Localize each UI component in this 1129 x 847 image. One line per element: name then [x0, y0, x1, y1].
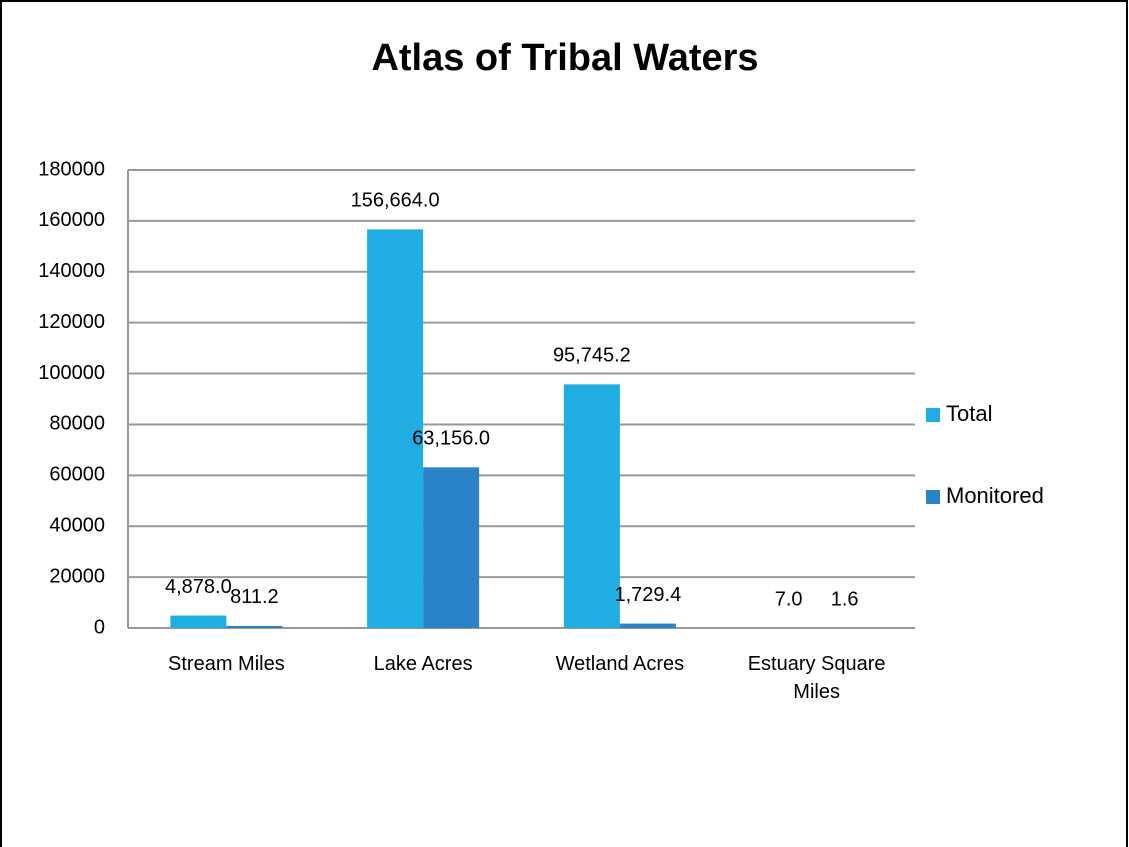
legend-swatch	[926, 490, 940, 504]
chart-title: Atlas of Tribal Waters	[371, 37, 758, 79]
data-label: 7.0	[775, 588, 803, 610]
bar	[367, 229, 424, 629]
y-tick-label: 0	[94, 616, 105, 638]
x-tick-label: Stream Miles	[168, 653, 285, 675]
legend-label: Monitored	[946, 483, 1044, 508]
y-tick-label: 80000	[49, 413, 105, 435]
data-label: 811.2	[230, 586, 279, 608]
bar	[170, 615, 227, 628]
x-tick-label: Wetland Acres	[555, 653, 685, 675]
bar	[423, 467, 480, 628]
y-tick-label: 140000	[38, 260, 105, 282]
data-label: 1,729.4	[615, 584, 682, 606]
x-tick-label: Estuary Square Miles	[747, 653, 886, 703]
y-tick-label: 100000	[38, 362, 105, 384]
bar	[226, 625, 283, 628]
y-tick-label: 180000	[38, 158, 105, 180]
bar	[619, 623, 676, 628]
bar	[563, 384, 620, 628]
y-tick-label: 40000	[49, 515, 105, 537]
x-tick-label: Lake Acres	[373, 653, 473, 675]
data-label: 4,878.0	[165, 576, 232, 598]
data-label: 95,745.2	[553, 345, 631, 367]
data-label: 1.6	[831, 588, 859, 610]
legend-swatch	[926, 408, 940, 422]
data-label: 63,156.0	[412, 428, 490, 450]
y-tick-label: 60000	[49, 464, 105, 486]
y-tick-label: 160000	[38, 209, 105, 231]
data-label: 156,664.0	[351, 190, 440, 212]
y-tick-label: 120000	[38, 311, 105, 333]
y-tick-label: 20000	[49, 565, 105, 587]
legend-label: Total	[946, 401, 992, 426]
